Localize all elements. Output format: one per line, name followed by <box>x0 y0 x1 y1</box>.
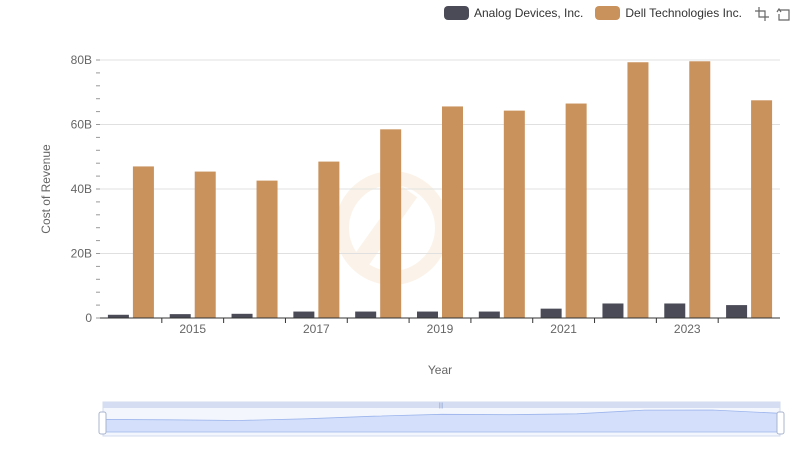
x-axis-title: Year <box>428 363 452 377</box>
datazoom-preview-area <box>102 409 781 433</box>
bar-analog-devices-2021[interactable] <box>540 308 562 318</box>
datazoom-left-handle[interactable] <box>98 411 107 435</box>
y-tick-label: 80B <box>71 53 92 67</box>
y-tick-label: 60B <box>71 118 92 132</box>
chart-legend: Analog Devices, Inc. Dell Technologies I… <box>444 4 754 22</box>
datazoom-right-handle[interactable] <box>776 411 785 435</box>
restore-arrow-icon[interactable] <box>776 6 792 22</box>
y-axis-tick-labels: 0 20B 40B 60B 80B <box>71 53 93 325</box>
chart-toolbox <box>748 6 792 22</box>
y-axis-title: Cost of Revenue <box>39 144 53 234</box>
bar-dell-2024[interactable] <box>751 100 773 318</box>
y-tick-label: 20B <box>71 247 92 261</box>
bar-analog-devices-2020[interactable] <box>478 311 500 318</box>
bar-dell-2019[interactable] <box>442 106 463 318</box>
bar-dell-2022[interactable] <box>627 62 649 318</box>
bar-analog-devices-2023[interactable] <box>664 303 686 318</box>
x-axis-ticks <box>161 318 719 323</box>
datazoom-slider[interactable]: ||| <box>98 401 785 437</box>
bar-dell-2016[interactable] <box>256 180 278 318</box>
legend-label-analog-devices: Analog Devices, Inc. <box>474 6 584 20</box>
y-axis-minor-ticks <box>96 59 100 319</box>
bar-analog-devices-2022[interactable] <box>602 303 624 318</box>
y-tick-label: 40B <box>71 182 92 196</box>
legend-swatch-dell <box>595 6 621 20</box>
bar-dell-2015[interactable] <box>194 171 216 318</box>
bar-analog-devices-2017[interactable] <box>293 311 315 318</box>
bar-dell-2017[interactable] <box>318 161 340 318</box>
x-tick-label: 2015 <box>179 322 206 336</box>
bars <box>107 61 773 318</box>
datazoom-drag-handle[interactable]: ||| <box>439 403 444 409</box>
x-axis-tick-labels: 2015 2017 2019 2021 2023 <box>179 322 701 336</box>
legend-item-analog-devices[interactable]: Analog Devices, Inc. <box>444 6 583 20</box>
legend-swatch-analog-devices <box>444 6 469 20</box>
datazoom-top-bar[interactable] <box>103 402 780 408</box>
bar-dell-2023[interactable] <box>689 61 711 318</box>
y-tick-label: 0 <box>85 311 92 325</box>
zoom-crosshair-icon[interactable] <box>754 6 770 22</box>
bar-analog-devices-2015[interactable] <box>169 314 191 318</box>
legend-item-dell[interactable]: Dell Technologies Inc. <box>595 6 742 20</box>
bar-analog-devices-2018[interactable] <box>355 311 377 318</box>
bar-analog-devices-2019[interactable] <box>417 311 438 318</box>
x-tick-label: 2021 <box>550 322 577 336</box>
bar-analog-devices-2016[interactable] <box>231 313 253 318</box>
bar-analog-devices-2014[interactable] <box>107 314 129 318</box>
bar-dell-2018[interactable] <box>380 129 402 318</box>
x-tick-label: 2017 <box>303 322 330 336</box>
legend-label-dell: Dell Technologies Inc. <box>625 6 742 20</box>
x-tick-label: 2019 <box>427 322 454 336</box>
bar-dell-2020[interactable] <box>503 110 525 318</box>
x-tick-label: 2023 <box>674 322 701 336</box>
bar-dell-2014[interactable] <box>132 166 154 318</box>
bar-analog-devices-2024[interactable] <box>726 305 748 318</box>
bar-dell-2021[interactable] <box>565 103 587 318</box>
